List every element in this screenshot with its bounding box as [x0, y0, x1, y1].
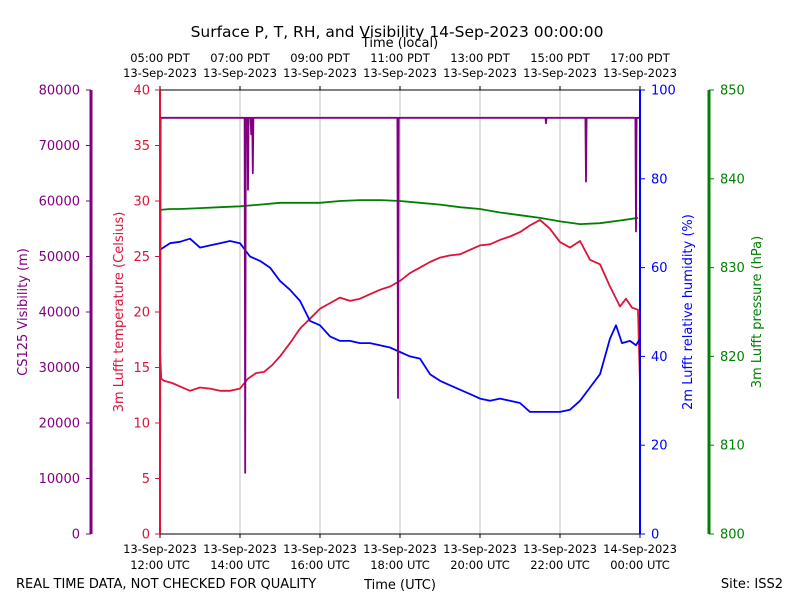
visibility-axis-tick-label: 70000: [39, 139, 80, 154]
top-axis-title: Time (local): [361, 36, 438, 51]
temperature-axis-title: 3m Lufft temperature (Celsius): [112, 212, 127, 413]
top-tick-label-date: 13-Sep-2023: [523, 66, 597, 80]
visibility-axis-tick-label: 30000: [39, 361, 80, 376]
top-tick-label-time: 11:00 PDT: [370, 51, 431, 65]
visibility-axis-tick-label: 50000: [39, 250, 80, 265]
x-tick-label-date: 14-Sep-2023: [603, 542, 677, 556]
temperature-axis-tick-label: 35: [133, 139, 150, 154]
series-group: [159, 116, 641, 535]
x-tick-label-time: 16:00 UTC: [290, 558, 350, 572]
grid-lines: [239, 90, 561, 534]
x-tick-label-date: 13-Sep-2023: [123, 542, 197, 556]
pressure-axis-tick-label: 810: [720, 439, 745, 454]
visibility-series-line: [159, 116, 640, 535]
pressure-axis-tick-label: 850: [720, 84, 745, 99]
top-tick-label-date: 13-Sep-2023: [443, 66, 517, 80]
top-tick-label-date: 13-Sep-2023: [123, 66, 197, 80]
top-tick-label-date: 13-Sep-2023: [363, 66, 437, 80]
humidity-axis-tick-label: 100: [651, 84, 676, 99]
pressure-axis-title: 3m Lufft pressure (hPa): [750, 236, 765, 388]
pressure-axis-tick-label: 820: [720, 350, 745, 365]
axes-group: 13-Sep-2023 12:00 UTC 13-Sep-2023 14:00 UTC…: [16, 51, 765, 572]
pressure-axis-tick-label: 830: [720, 261, 745, 276]
visibility-axis-tick-label: 10000: [39, 472, 80, 487]
visibility-axis-tick-label: 60000: [39, 195, 80, 210]
visibility-axis-tick-label: 80000: [39, 84, 80, 99]
visibility-axis-title: CS125 Visibility (m): [16, 248, 31, 376]
top-tick-label-date: 13-Sep-2023: [283, 66, 357, 80]
humidity-axis-tick-label: 0: [651, 528, 659, 543]
x-axis-title: Time (UTC): [363, 578, 436, 593]
temperature-axis-tick-label: 25: [133, 250, 150, 265]
top-tick-label-time: 15:00 PDT: [530, 51, 591, 65]
top-tick-label-date: 13-Sep-2023: [203, 66, 277, 80]
humidity-axis-tick-label: 20: [651, 439, 668, 454]
x-tick-label-time: 22:00 UTC: [530, 558, 590, 572]
chart-title: Surface P, T, RH, and Visibility 14-Sep-…: [191, 23, 604, 41]
temperature-axis-tick-label: 40: [133, 84, 150, 99]
top-tick-label-time: 07:00 PDT: [210, 51, 271, 65]
top-tick-label-time: 17:00 PDT: [610, 51, 671, 65]
x-tick-label-time: 12:00 UTC: [130, 558, 190, 572]
x-tick-label-date: 13-Sep-2023: [443, 542, 517, 556]
top-tick-label-date: 13-Sep-2023: [603, 66, 677, 80]
pressure-axis-tick-label: 800: [720, 528, 745, 543]
temperature-axis-tick-label: 30: [133, 195, 150, 210]
x-tick-label-date: 13-Sep-2023: [203, 542, 277, 556]
humidity-axis-tick-label: 60: [651, 261, 668, 276]
x-tick-label-time: 18:00 UTC: [370, 558, 430, 572]
humidity-series-line: [159, 237, 641, 413]
temperature-axis-tick-label: 5: [142, 472, 150, 487]
top-tick-label-time: 13:00 PDT: [450, 51, 511, 65]
site-label: Site: ISS2: [721, 577, 783, 592]
top-tick-label-time: 05:00 PDT: [130, 51, 191, 65]
temperature-axis-tick-label: 20: [133, 306, 150, 321]
x-tick-label-time: 20:00 UTC: [450, 558, 510, 572]
x-tick-label-date: 13-Sep-2023: [523, 542, 597, 556]
humidity-axis-tick-label: 40: [651, 350, 668, 365]
x-tick-label-time: 00:00 UTC: [610, 558, 670, 572]
temperature-axis-tick-label: 10: [133, 417, 150, 432]
temperature-series-line: [159, 218, 641, 392]
humidity-axis-tick-label: 80: [651, 172, 668, 187]
pressure-series-line: [159, 199, 639, 226]
quality-notice: REAL TIME DATA, NOT CHECKED FOR QUALITY: [16, 577, 316, 592]
temperature-axis-tick-label: 0: [142, 528, 150, 543]
x-tick-label-time: 14:00 UTC: [210, 558, 270, 572]
temperature-axis-tick-label: 15: [133, 361, 150, 376]
x-tick-label-date: 13-Sep-2023: [363, 542, 437, 556]
top-tick-label-time: 09:00 PDT: [290, 51, 351, 65]
visibility-axis-tick-label: 40000: [39, 306, 80, 321]
x-tick-label-date: 13-Sep-2023: [283, 542, 357, 556]
humidity-axis-title: 2m Lufft relative humidity (%): [681, 214, 696, 410]
visibility-axis-tick-label: 0: [72, 528, 80, 543]
pressure-axis-tick-label: 840: [720, 172, 745, 187]
visibility-axis-tick-label: 20000: [39, 417, 80, 432]
